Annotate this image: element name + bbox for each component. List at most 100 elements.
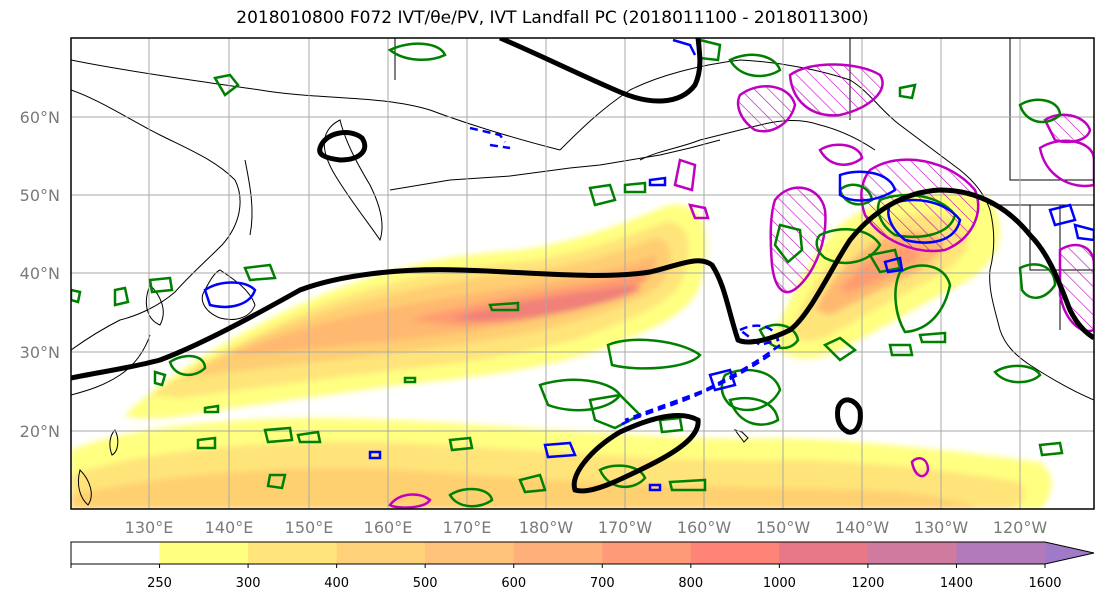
ivt-shade-south-400 bbox=[71, 468, 980, 509]
lon-label: 160°E bbox=[364, 518, 413, 537]
pv-contour-1040 bbox=[1038, 139, 1094, 188]
colorbar-segment bbox=[513, 542, 603, 564]
theta-e-contour-20 bbox=[606, 338, 702, 370]
theta-e-contour-33 bbox=[196, 436, 217, 450]
blue-contour-3 bbox=[489, 143, 511, 150]
theta-e-contour-37 bbox=[448, 487, 494, 508]
colorbar-tick-label: 250 bbox=[147, 576, 172, 591]
blue-contour-10 bbox=[624, 343, 781, 422]
lon-label: 180°W bbox=[519, 518, 574, 537]
coastline-kamchatka bbox=[323, 119, 383, 242]
colorbar-segment bbox=[602, 542, 692, 564]
theta-e-contour-44 bbox=[403, 376, 417, 384]
colorbar: 250 300 400 500 600 700 800 1000 1200 1400 1600 bbox=[70, 541, 1095, 591]
black-contour-ring-1 bbox=[317, 130, 368, 163]
colorbar-ticks: 250 300 400 500 600 700 800 1000 1200 1400 1600 bbox=[70, 564, 1062, 591]
coastline-korea bbox=[145, 284, 164, 326]
theta-e-contour-29 bbox=[168, 354, 207, 376]
blue-contour-7 bbox=[887, 198, 962, 244]
black-contours bbox=[71, 38, 1094, 494]
theta-e-contour-7 bbox=[588, 183, 617, 207]
coastline-japan bbox=[201, 269, 256, 320]
blue-contour-17 bbox=[648, 483, 662, 492]
colorbar-segment bbox=[690, 542, 780, 564]
black-contour-loop-south bbox=[571, 413, 701, 494]
blue-contour-15 bbox=[1048, 203, 1077, 227]
ivt-shade-500 bbox=[230, 255, 657, 355]
ivt-shade-700 bbox=[410, 268, 650, 326]
colorbar-tick-label: 1000 bbox=[763, 576, 796, 591]
black-contour-main bbox=[71, 187, 1094, 381]
blue-contour-1 bbox=[203, 281, 257, 309]
map-area bbox=[71, 38, 1094, 509]
black-contour-north bbox=[499, 38, 703, 104]
lon-labels: 130°E 140°E 150°E 160°E 170°E 180°W 170°… bbox=[125, 518, 1048, 537]
pv-contour-sw bbox=[388, 493, 432, 509]
border-canada-provinces bbox=[1009, 38, 1094, 181]
lon-label: 160°W bbox=[677, 518, 732, 537]
theta-e-contour-36 bbox=[266, 473, 287, 490]
theta-e-contour-34 bbox=[448, 436, 474, 452]
theta-e-contour-40 bbox=[668, 478, 707, 492]
colorbar-segment bbox=[159, 542, 249, 564]
blue-contour-13 bbox=[543, 441, 577, 459]
theta-e-contours bbox=[71, 38, 1064, 508]
lat-label: 20°N bbox=[20, 422, 60, 441]
pv-contour-gulf bbox=[736, 85, 797, 133]
blue-contour-4 bbox=[672, 38, 697, 56]
colorbar-outline bbox=[70, 541, 1095, 565]
theta-e-contour-1 bbox=[387, 42, 447, 61]
colorbar-tick-label: 1600 bbox=[1028, 576, 1061, 591]
theta-e-contour-41 bbox=[658, 416, 684, 434]
theta-e-contour-27 bbox=[888, 343, 914, 357]
blue-contours bbox=[203, 38, 1094, 492]
colorbar-tick-label: 800 bbox=[678, 576, 703, 591]
ivt-shade-800 bbox=[450, 285, 640, 321]
blue-contour-8 bbox=[883, 256, 904, 274]
lon-label: 130°W bbox=[914, 518, 969, 537]
theta-e-contour-35 bbox=[1038, 441, 1064, 457]
colorbar-segment bbox=[779, 542, 869, 564]
coastline-philippines bbox=[77, 469, 92, 506]
blue-contour-5 bbox=[648, 176, 667, 187]
lat-label: 30°N bbox=[20, 343, 60, 362]
colorbar-segment bbox=[71, 542, 161, 564]
blue-contour-6 bbox=[838, 170, 897, 202]
lon-label: 170°W bbox=[598, 518, 653, 537]
theta-e-contour-43 bbox=[488, 301, 520, 312]
pv-contour-south bbox=[910, 457, 930, 478]
theta-e-contour-30 bbox=[153, 370, 167, 387]
theta-e-contour-11 bbox=[773, 223, 804, 264]
colorbar-tick-label: 300 bbox=[236, 576, 261, 591]
blue-contour-12 bbox=[708, 368, 737, 392]
colorbar-tick-label: 1400 bbox=[940, 576, 973, 591]
lon-label: 140°E bbox=[205, 518, 254, 537]
blue-contour-11 bbox=[619, 353, 771, 427]
theta-e-contour-4 bbox=[728, 53, 782, 78]
theta-e-contour-5 bbox=[898, 83, 917, 100]
lon-label: 140°W bbox=[835, 518, 890, 537]
theta-e-contour-8 bbox=[623, 181, 647, 194]
colorbar-tick-label: 700 bbox=[590, 576, 615, 591]
pv-contour-small-2 bbox=[818, 143, 864, 166]
theta-e-contour-25 bbox=[728, 396, 780, 426]
pv-contour-small-3 bbox=[688, 203, 710, 220]
theta-e-contour-16 bbox=[243, 263, 277, 282]
theta-e-contour-24 bbox=[720, 368, 782, 412]
black-contour-ring-2 bbox=[835, 397, 863, 435]
lat-label: 60°N bbox=[20, 108, 60, 127]
theta-e-contour-38 bbox=[518, 473, 547, 494]
colorbar-segment bbox=[248, 542, 338, 564]
coastline-north-america bbox=[989, 209, 1094, 401]
lat-labels: 60°N 50°N 40°N 30°N 20°N bbox=[20, 108, 60, 441]
lat-label: 40°N bbox=[20, 264, 60, 283]
theta-e-contour-28 bbox=[993, 364, 1042, 384]
theta-e-contour-32 bbox=[296, 430, 322, 444]
theta-e-contour-26 bbox=[822, 336, 858, 362]
colorbar-tick-label: 500 bbox=[413, 576, 438, 591]
blue-contour-14 bbox=[368, 450, 382, 460]
theta-e-contour-45 bbox=[203, 404, 220, 414]
coastline-taiwan bbox=[109, 429, 119, 456]
blue-contour-2 bbox=[469, 126, 507, 143]
